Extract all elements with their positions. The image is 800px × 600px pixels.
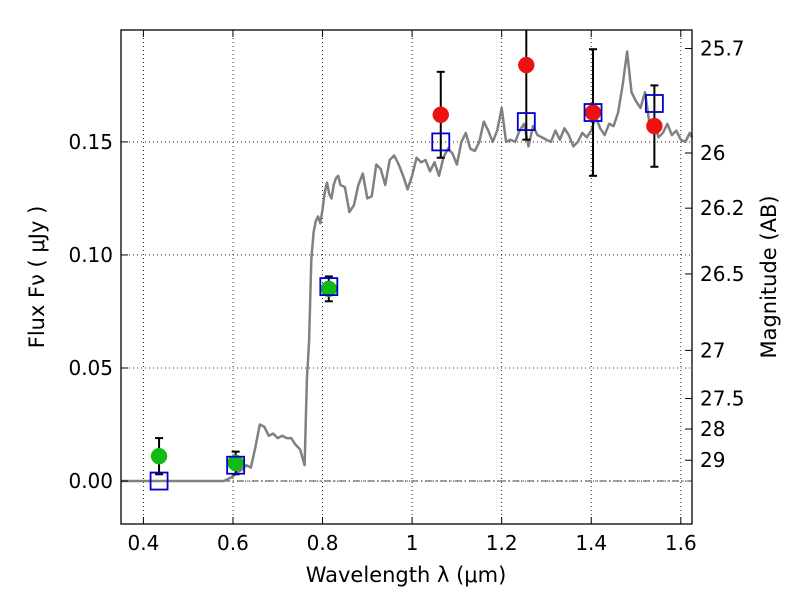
y2-tick-label: 26.5 [700,262,745,286]
y-tick-label: 0.10 [68,243,113,267]
y2-axis-title: Magnitude (AB) [757,195,781,358]
optical-point [150,447,168,465]
y2-tick-label: 26.2 [700,196,745,220]
y2-tick-label: 27 [700,338,725,362]
template-spectrum-line [121,50,694,483]
model-square [319,277,339,297]
photometry-marks [149,30,664,491]
model-square [149,471,169,491]
nir-point [646,117,663,135]
y-tick-label: 0.15 [68,130,113,154]
model-square [226,455,246,475]
nir-point [432,106,450,124]
nir-point [518,56,535,74]
model-square [583,103,603,122]
nir-point [584,104,602,121]
plot-area [121,30,692,524]
x-tick-label: 1 [406,531,419,555]
y2-tick-label: 25.7 [700,37,745,61]
x-tick-label: 1.4 [575,531,607,555]
model-square [516,112,536,131]
y2-tick-label: 27.5 [700,387,745,411]
y2-tick-label: 26 [700,141,725,165]
x-tick-label: 0.8 [307,531,339,555]
y-tick-label: 0.00 [68,469,113,493]
y2-tick-label: 29 [700,448,725,472]
x-axis-title: Wavelength λ (μm) [306,563,507,587]
y2-tick-label: 28 [700,417,725,441]
y-axis-title: Flux Fν ( μJy ) [25,206,49,349]
axis-ticks: 0.4 0.6 0.8 1 1.2 1.4 1.6 0.00 0.05 0.10 0.15 25.7 2… [68,30,745,555]
x-tick-label: 1.2 [486,531,518,555]
x-tick-label: 0.6 [217,531,249,555]
model-square [431,132,451,152]
model-square [644,94,664,113]
x-tick-label: 1.6 [665,531,697,555]
x-tick-label: 0.4 [127,531,159,555]
plot-frame [120,29,693,525]
y-tick-label: 0.05 [68,356,113,380]
